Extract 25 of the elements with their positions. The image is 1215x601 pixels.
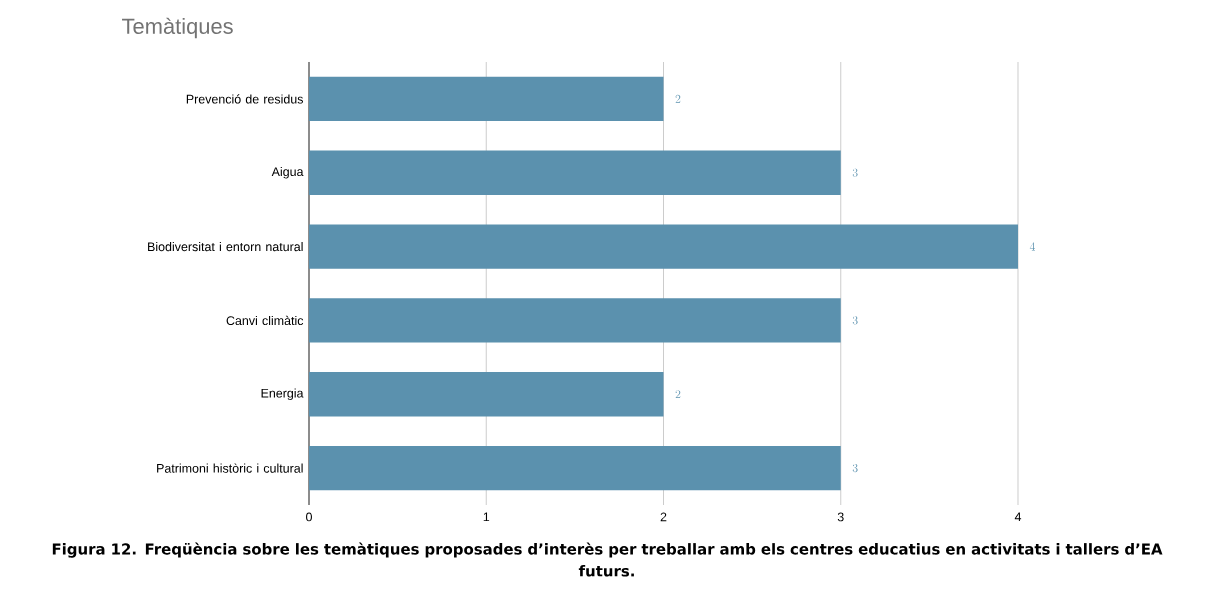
data-label: 3 bbox=[852, 168, 858, 177]
y-tick-label: Aigua bbox=[271, 166, 304, 179]
bar bbox=[309, 76, 664, 122]
y-tick-label: Biodiversitat i entorn natural bbox=[148, 242, 303, 252]
data-label: 3 bbox=[852, 463, 858, 473]
data-label: 2 bbox=[675, 94, 681, 103]
bar bbox=[309, 224, 1019, 269]
data-label: 3 bbox=[852, 316, 858, 325]
chart-title: Temàtiques bbox=[122, 17, 233, 39]
text: Figura 12. Freqüència sobre les temàtiques proposades d’interès per treballar amb els centres educatius en activitats i tallers d’EA futurs. bbox=[52, 542, 1163, 577]
y-tick-label: Canvi climàtic bbox=[226, 315, 304, 326]
y-tick-label: Energia bbox=[261, 388, 304, 401]
x-tick-label: 4 bbox=[1014, 512, 1022, 522]
bar bbox=[309, 372, 664, 417]
bar bbox=[309, 150, 841, 195]
data-label: 2 bbox=[675, 390, 681, 399]
data-label: 4 bbox=[1029, 242, 1036, 251]
bar bbox=[309, 298, 841, 343]
y-tick-label: Patrimoni històric i cultural bbox=[157, 463, 303, 473]
bar bbox=[309, 445, 841, 491]
x-tick-label: 1 bbox=[483, 512, 490, 522]
x-tick-label: 0 bbox=[306, 512, 312, 522]
x-tick-label: 3 bbox=[837, 512, 844, 522]
x-tick-label: 2 bbox=[660, 512, 667, 522]
y-tick-label: Prevenció de residus bbox=[186, 94, 304, 104]
